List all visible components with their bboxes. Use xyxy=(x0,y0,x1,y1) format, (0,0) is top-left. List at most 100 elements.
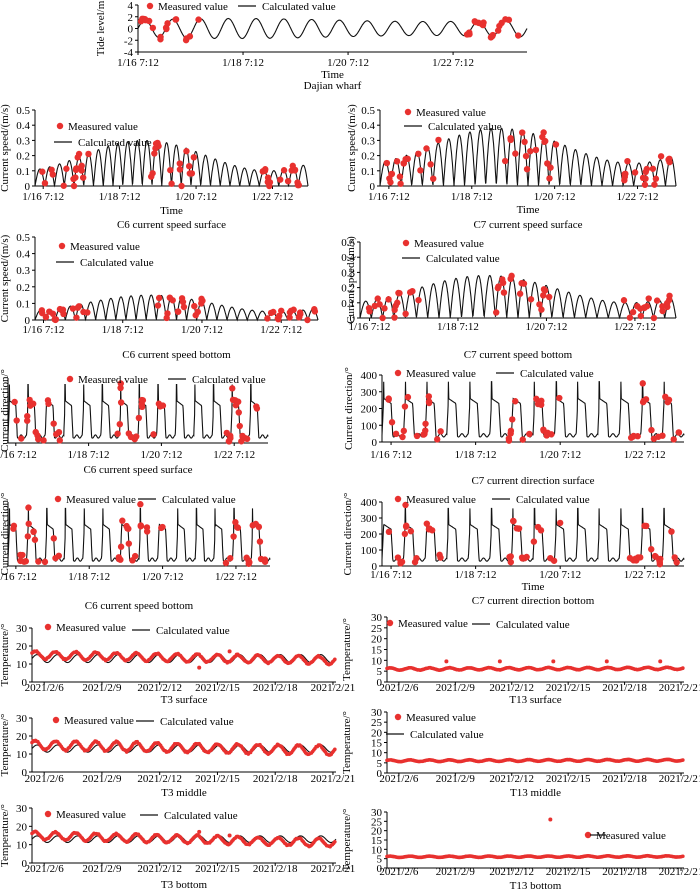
x-tick-label: 2021/2/6 xyxy=(25,863,65,875)
chart-title: C6 current speed bottom xyxy=(122,349,231,361)
legend-marker-measured xyxy=(54,495,62,503)
y-tick-label: 0.5 xyxy=(16,232,30,244)
y-tick-label: 0 xyxy=(377,677,383,689)
x-axis-label: Time xyxy=(160,205,183,217)
legend-marker-measured xyxy=(404,108,412,116)
data-point-measured xyxy=(284,177,292,185)
data-point-measured xyxy=(365,304,373,312)
y-axis-label: Temperature/° xyxy=(0,804,11,867)
x-tick-label: 2021/2/12 xyxy=(489,682,534,694)
data-point-measured xyxy=(17,557,24,565)
data-point-measured xyxy=(23,417,31,424)
data-point-outlier xyxy=(548,817,553,822)
chart-title: C7 current speed surface xyxy=(473,219,582,231)
x-tick-label: 1/16 7:12 xyxy=(370,449,412,461)
data-point-measured xyxy=(666,158,673,166)
y-axis-label: Current speed/(m/s) xyxy=(345,236,357,324)
legend-marker-measured xyxy=(402,239,410,247)
x-tick-label: 1/18 7:12 xyxy=(68,449,110,461)
data-point-measured xyxy=(406,289,414,296)
data-point-measured xyxy=(530,538,538,545)
data-point-measured xyxy=(659,303,666,310)
x-tick-label: 2021/2/18 xyxy=(602,773,647,785)
x-tick-label: 2021/2/9 xyxy=(82,773,122,785)
data-point-measured xyxy=(499,276,506,283)
data-point-spike xyxy=(658,659,663,664)
data-point-measured xyxy=(138,403,146,411)
data-point-measured xyxy=(640,397,647,405)
data-point-measured xyxy=(422,420,429,427)
panel-c6-dir-surface: 1/16 7:12 1/18 7:12 1/20 7:12 1/22 7:12 C6 c… xyxy=(0,369,269,476)
x-tick-label: 1/18 7:12 xyxy=(222,57,264,69)
data-point-measured xyxy=(178,182,185,190)
data-point-measured xyxy=(633,557,640,564)
chart-title: Dajian wharf xyxy=(304,80,362,92)
x-tick-label: 1/22 7:12 xyxy=(624,449,666,461)
y-tick-label: 300 xyxy=(361,387,378,399)
data-point-measured xyxy=(159,402,167,409)
data-point-measured xyxy=(17,551,24,559)
data-point-measured xyxy=(117,543,125,550)
data-point-measured xyxy=(52,316,60,323)
y-tick-label: 0.2 xyxy=(16,282,30,294)
data-point-measured xyxy=(261,556,269,563)
data-point-measured xyxy=(11,398,18,406)
data-point-measured xyxy=(671,554,678,561)
y-axis-label: Temperature/° xyxy=(341,809,353,872)
legend-marker-measured xyxy=(44,810,52,818)
data-point-measured xyxy=(533,395,540,403)
y-tick-label: 10 xyxy=(371,655,383,667)
data-point-measured xyxy=(642,175,649,182)
data-point-measured xyxy=(648,546,655,553)
data-point-measured xyxy=(665,396,673,404)
data-point-measured xyxy=(417,167,424,174)
data-point-measured xyxy=(518,554,526,561)
chart-title: T13 bottom xyxy=(510,880,562,892)
data-point-measured xyxy=(673,559,680,566)
data-point-measured xyxy=(428,527,436,534)
legend-label-measured: Measured value xyxy=(406,494,476,506)
data-point-measured xyxy=(494,284,502,292)
chart-title: T3 bottom xyxy=(161,879,208,891)
y-tick-label: 300 xyxy=(361,513,378,525)
x-tick-label: 2021/2/18 xyxy=(253,863,298,875)
x-tick-label: 2021/2/21 xyxy=(659,682,700,694)
data-point-measured xyxy=(681,758,685,762)
data-point-measured xyxy=(276,312,283,320)
x-tick-label: 2021/2/21 xyxy=(311,863,356,875)
data-point-measured xyxy=(643,303,651,310)
data-point-measured xyxy=(149,24,157,32)
data-point-spike xyxy=(551,659,556,664)
data-point-measured xyxy=(540,292,547,299)
data-point-measured xyxy=(399,433,406,441)
data-point-measured xyxy=(245,559,253,566)
data-point-measured xyxy=(123,522,130,530)
data-point-measured xyxy=(235,409,242,416)
data-point-measured xyxy=(400,427,408,435)
chart-title: C6 current speed bottom xyxy=(85,600,194,612)
data-point-measured xyxy=(230,533,237,540)
data-point-measured xyxy=(31,536,39,543)
data-point-measured xyxy=(262,166,269,173)
y-tick-label: 0 xyxy=(370,181,376,193)
data-point-measured xyxy=(39,168,46,175)
data-point-measured xyxy=(681,854,685,859)
x-tick-label: 1/22 7:12 xyxy=(252,191,294,203)
panel-c7-speed-surface: 0.5 0.4 0.3 0.2 0.1 01/16 7:12 1/18 7:12 1/20 7… xyxy=(346,104,677,231)
y-tick-label: 0 xyxy=(377,768,383,780)
y-tick-label: 0.4 xyxy=(341,252,355,264)
legend-label-calculated: Calculated value xyxy=(426,253,500,265)
y-tick-label: 30 xyxy=(16,623,28,635)
data-point-measured xyxy=(30,528,37,536)
data-point-measured xyxy=(500,289,508,296)
data-point-measured xyxy=(78,162,85,170)
y-tick-label: 0 xyxy=(22,677,28,689)
data-point-measured xyxy=(227,434,234,442)
y-tick-label: 30 xyxy=(371,612,383,624)
y-tick-label: 25 xyxy=(371,816,383,828)
y-tick-label: 10 xyxy=(16,659,28,671)
y-tick-label: 15 xyxy=(371,645,383,657)
x-tick-label: 1/18 7:12 xyxy=(437,321,479,333)
data-point-measured xyxy=(655,433,662,440)
x-tick-label: 1/22 7:12 xyxy=(213,449,255,461)
